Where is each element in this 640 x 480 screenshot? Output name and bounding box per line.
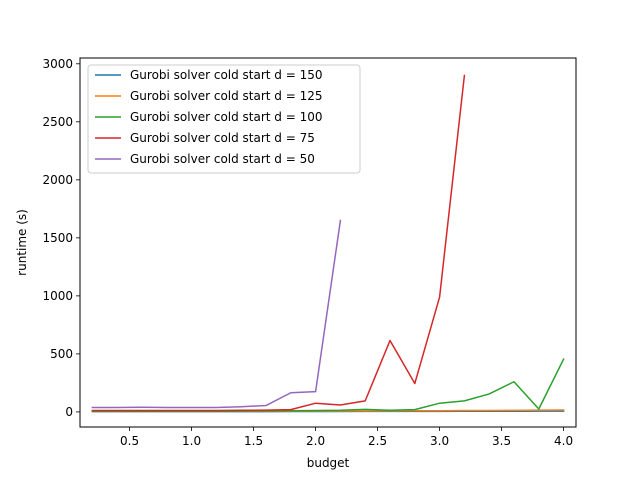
series-layer xyxy=(91,74,565,413)
legend-label-3: Gurobi solver cold start d = 100 xyxy=(130,110,323,124)
y-tick-label: 3000 xyxy=(42,57,73,71)
plot-frame xyxy=(79,57,577,428)
x-tick-label: 4.0 xyxy=(554,434,573,448)
series-line-5 xyxy=(91,219,342,409)
y-tick-label: 1000 xyxy=(42,289,73,303)
x-tick-label: 1.5 xyxy=(244,434,263,448)
series-line-4 xyxy=(91,74,466,412)
legend-box xyxy=(87,64,361,174)
legend-label-2: Gurobi solver cold start d = 125 xyxy=(130,89,323,103)
x-tick-label: 2.0 xyxy=(306,434,325,448)
x-axis: 0.5 1.0 1.5 2.0 2.5 3.0 3.5 4.0 xyxy=(120,427,573,448)
x-tick-label: 1.0 xyxy=(182,434,201,448)
x-axis-label: budget xyxy=(307,456,350,470)
x-tick-label: 3.0 xyxy=(430,434,449,448)
y-axis-label: runtime (s) xyxy=(15,209,29,276)
x-tick-label: 0.5 xyxy=(120,434,139,448)
legend-label-1: Gurobi solver cold start d = 150 xyxy=(130,68,323,82)
y-tick-label: 500 xyxy=(50,347,73,361)
y-tick-label: 0 xyxy=(65,405,73,419)
x-tick-label: 2.5 xyxy=(368,434,387,448)
legend-label-5: Gurobi solver cold start d = 50 xyxy=(130,152,315,166)
y-tick-label: 1500 xyxy=(42,231,73,245)
legend: Gurobi solver cold start d = 150 Gurobi s… xyxy=(87,64,361,174)
y-tick-label: 2500 xyxy=(42,115,73,129)
legend-label-4: Gurobi solver cold start d = 75 xyxy=(130,131,315,145)
y-tick-label: 2000 xyxy=(42,173,73,187)
y-axis: 0 500 1000 1500 2000 2500 3000 xyxy=(42,57,80,419)
x-tick-label: 3.5 xyxy=(492,434,511,448)
